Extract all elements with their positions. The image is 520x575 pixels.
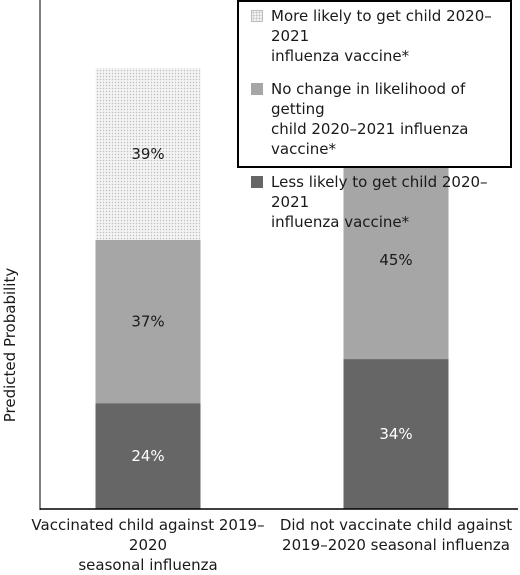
data-label-more-likely: 39%	[131, 145, 164, 163]
x-axis-category-label: Did not vaccinate child against 2019–202…	[276, 515, 516, 555]
data-label-no-change: 45%	[379, 251, 412, 269]
legend-label-line: child 2020–2021 influenza vaccine*	[271, 120, 469, 158]
legend-label-no-change: No change in likelihood of getting child…	[271, 79, 504, 159]
data-label-less-likely: 34%	[379, 425, 412, 443]
legend-label-line: influenza vaccine*	[271, 213, 410, 231]
legend-item-more-likely: More likely to get child 2020–2021 influ…	[251, 6, 504, 66]
bar-segment-more-likely	[95, 68, 201, 240]
legend-label-line: influenza vaccine*	[271, 47, 410, 65]
legend-item-less-likely: Less likely to get child 2020–2021 influ…	[251, 172, 504, 232]
y-axis-label: Predicted Probability	[1, 267, 19, 423]
data-label-less-likely: 24%	[131, 447, 164, 465]
x-category-line: Vaccinated child against 2019–2020	[31, 516, 265, 554]
x-axis-category-label: Vaccinated child against 2019–2020 seaso…	[28, 515, 268, 575]
chart-legend: More likely to get child 2020–2021 influ…	[237, 0, 512, 231]
x-category-line: seasonal influenza	[78, 556, 218, 574]
x-category-line: Did not vaccinate child against	[279, 516, 513, 534]
data-label-no-change: 37%	[131, 313, 164, 331]
legend-swatch-more-likely	[251, 10, 263, 22]
legend-label-more-likely: More likely to get child 2020–2021 influ…	[271, 6, 504, 66]
legend-swatch-no-change	[251, 83, 263, 95]
legend-label-line: Less likely to get child 2020–2021	[271, 173, 488, 211]
bar-segment-less-likely	[343, 359, 449, 509]
bar-segment-less-likely	[95, 403, 201, 509]
x-category-line: 2019–2020 seasonal influenza	[282, 536, 510, 554]
bar-segment-no-change	[343, 160, 449, 360]
legend-label-line: More likely to get child 2020–2021	[271, 7, 492, 45]
legend-label-less-likely: Less likely to get child 2020–2021 influ…	[271, 172, 504, 232]
legend-label-line: No change in likelihood of getting	[271, 80, 466, 118]
bar-segment-no-change	[95, 239, 201, 404]
legend-item-no-change: No change in likelihood of getting child…	[251, 79, 504, 159]
legend-swatch-less-likely	[251, 176, 263, 188]
